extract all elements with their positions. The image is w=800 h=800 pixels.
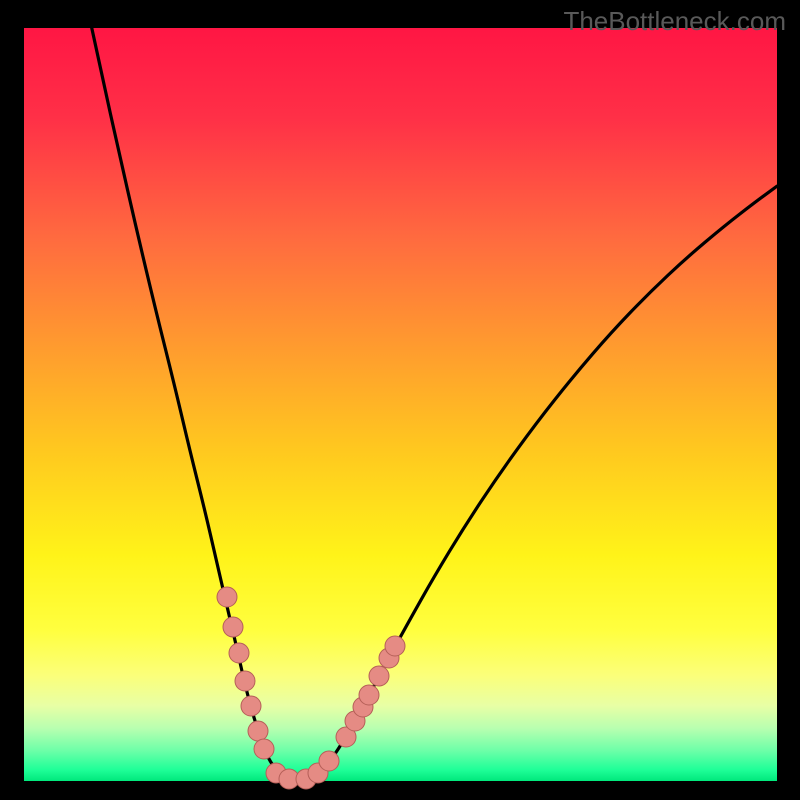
data-marker xyxy=(223,616,244,637)
data-marker xyxy=(248,720,269,741)
data-marker xyxy=(318,750,339,771)
data-marker xyxy=(241,695,262,716)
data-marker xyxy=(234,670,255,691)
markers-layer xyxy=(24,28,777,781)
data-marker xyxy=(369,665,390,686)
data-marker xyxy=(358,685,379,706)
data-marker xyxy=(385,636,406,657)
data-marker xyxy=(216,586,237,607)
data-marker xyxy=(254,739,275,760)
watermark-text: TheBottleneck.com xyxy=(563,6,786,37)
data-marker xyxy=(229,642,250,663)
plot-area xyxy=(24,28,777,781)
chart-canvas: TheBottleneck.com xyxy=(0,0,800,800)
